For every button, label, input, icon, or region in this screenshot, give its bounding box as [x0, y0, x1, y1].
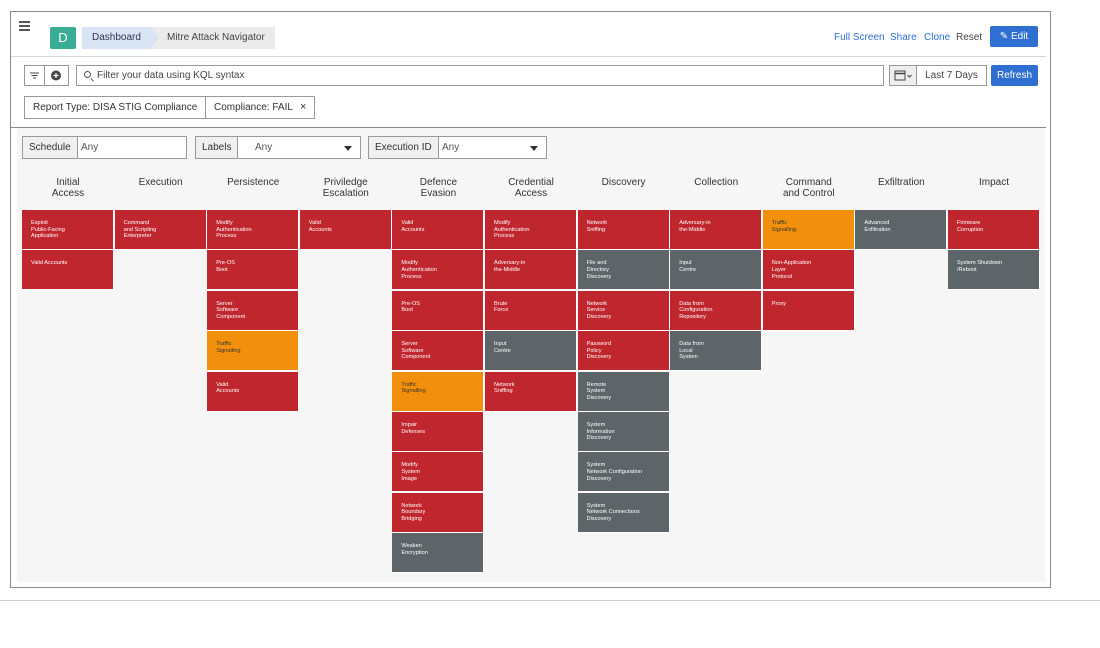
technique-cell-traffic-signalling[interactable]: Traffic Signalling — [392, 371, 485, 412]
technique-cell-weaken-encryption[interactable]: Weaken Encryption — [392, 533, 485, 574]
tactic-header-impact: Impact — [978, 177, 1009, 188]
technique-cell-traffic-signalling[interactable]: Traffic Signalling — [762, 210, 855, 250]
tactic-header-initial-access: Initial Access — [51, 177, 85, 199]
search-icon — [84, 71, 91, 78]
chip-label: Compliance: FAIL — [214, 102, 293, 113]
technique-cell-valid-accounts[interactable]: Valid Accounts — [22, 250, 114, 291]
tactic-header-command-and-control: Command and Control — [782, 177, 835, 199]
technique-cell-modify-authentication-process[interactable]: Modify Authentication Process — [392, 250, 485, 291]
full-screen-link[interactable]: Full Screen — [834, 32, 885, 43]
space-logo[interactable]: D — [50, 27, 76, 49]
technique-cell-valid-accounts[interactable]: Valid Accounts — [299, 210, 392, 250]
chevron-down-icon — [344, 146, 352, 151]
select-label: Execution ID — [369, 137, 439, 158]
technique-cell-server-software-component[interactable]: Server Software Component — [207, 290, 300, 331]
select-value: Any — [255, 142, 273, 153]
technique-cell-network-service-discovery[interactable]: Network Service Discovery — [577, 290, 670, 331]
tactic-header-priviledge-escalation: Priviledge Escalation — [322, 177, 369, 199]
breadcrumb-current: Mitre Attack Navigator — [148, 27, 275, 49]
technique-cell-data-from-configuration-repository[interactable]: Data from Configuration Repository — [670, 290, 763, 331]
technique-cell-modify-system-image[interactable]: Modify System Image — [392, 452, 485, 493]
plus-circle-icon — [51, 70, 61, 81]
technique-cell-adversary-in-the-middle[interactable]: Adversary-in the-Middle — [485, 250, 577, 291]
tactic-header-execution: Execution — [138, 177, 183, 188]
technique-cell-exploit-public-facing-application[interactable]: Exploit Public-Facing Application — [22, 210, 114, 250]
technique-cell-pre-os-boot[interactable]: Pre-OS Boot — [392, 290, 485, 331]
technique-cell-proxy[interactable]: Proxy — [762, 290, 855, 331]
technique-cell-firmware-corruption[interactable]: Firmware Corruption — [948, 210, 1040, 250]
share-link[interactable]: Share — [890, 32, 917, 43]
technique-cell-system-network-connections-discovery[interactable]: System Network Connections Discovery — [577, 492, 670, 533]
chip-label: Report Type: DISA STIG Compliance — [33, 102, 198, 113]
kql-search-input[interactable]: Filter your data using KQL syntax — [76, 65, 884, 86]
technique-cell-system-information-discovery[interactable]: System Information Discovery — [577, 412, 670, 452]
technique-cell-data-from-local-system[interactable]: Data from Local System — [670, 331, 763, 372]
edit-button[interactable]: ✎ Edit — [990, 26, 1038, 47]
technique-cell-file-and-directory-discovery[interactable]: File and Directory Discovery — [577, 250, 670, 291]
technique-cell-valid-accounts[interactable]: Valid Accounts — [207, 371, 300, 412]
technique-cell-input-centre[interactable]: Input Centre — [670, 250, 763, 291]
technique-cell-valid-accounts[interactable]: Valid Accounts — [392, 210, 485, 250]
technique-cell-password-policy-discovery[interactable]: Password Policy Discovery — [577, 331, 670, 372]
edit-label: Edit — [1010, 31, 1029, 42]
close-icon[interactable]: × — [299, 101, 307, 113]
select-label: Schedule — [23, 137, 78, 158]
filter-chip-compliance[interactable]: Compliance: FAIL × — [205, 96, 316, 119]
technique-cell-remote-system-discovery[interactable]: Remote System Discovery — [577, 371, 670, 412]
technique-cell-input-centre[interactable]: Input Centre — [485, 331, 577, 372]
menu-icon[interactable] — [19, 21, 30, 31]
tactic-header-collection: Collection — [694, 177, 739, 188]
technique-cell-server-software-component[interactable]: Server Software Component — [392, 331, 485, 372]
technique-cell-system-network-configuration-discovery[interactable]: System Network Configuration Discovery — [577, 452, 670, 493]
technique-cell-system-shutdown-reboot[interactable]: System Shutdown /Reboot — [948, 250, 1040, 291]
panel-divider — [11, 127, 1046, 128]
tactic-header-exfiltration: Exfiltration — [878, 177, 925, 188]
breadcrumb-dashboard[interactable]: Dashboard — [82, 27, 159, 49]
select-label: Labels — [196, 137, 239, 158]
technique-cell-network-sniffing[interactable]: Network Sniffing — [485, 371, 577, 412]
technique-cell-command-and-scripting-enterpreter[interactable]: Command and Scripting Enterpreter — [114, 210, 207, 250]
filter-icon — [30, 72, 39, 79]
calendar-icon — [894, 70, 912, 81]
tactic-header-credential-access: Credential Access — [508, 177, 554, 199]
select-value: Any — [442, 142, 460, 153]
technique-cell-modify-authentication-process[interactable]: Modify Authentication Process — [207, 210, 300, 250]
clone-link[interactable]: Clone — [924, 32, 951, 43]
technique-cell-impair-defenses[interactable]: Impair Defenses — [392, 412, 485, 452]
labels-select[interactable]: Labels Any — [195, 136, 361, 159]
tactic-header-persistence: Persistence — [227, 177, 280, 188]
technique-cell-network-boundary-bridging[interactable]: Network Boundary Bridging — [392, 492, 485, 533]
refresh-button[interactable]: Refresh — [991, 65, 1038, 86]
technique-cell-adversary-in-the-middle[interactable]: Adversary-in the-Middle — [670, 210, 763, 250]
technique-cell-brute-force[interactable]: Brute Force — [485, 290, 577, 331]
technique-cell-network-sniffing[interactable]: Network Sniffing — [577, 210, 670, 250]
tactic-header-defence-evasion: Defence Evasion — [419, 177, 458, 199]
date-picker-button[interactable] — [889, 65, 917, 86]
time-range-value[interactable]: Last 7 Days — [917, 65, 987, 86]
chevron-down-icon — [530, 146, 538, 151]
technique-cell-advanced-exfiltration[interactable]: Advanced Exfiltration — [855, 210, 948, 250]
execution-id-select[interactable]: Execution ID Any — [368, 136, 547, 159]
search-placeholder: Filter your data using KQL syntax — [97, 70, 245, 81]
tactic-header-discovery: Discovery — [601, 177, 646, 188]
filter-chip-report-type[interactable]: Report Type: DISA STIG Compliance× — [24, 96, 220, 119]
reset-link[interactable]: Reset — [956, 32, 983, 43]
page-divider — [0, 600, 1100, 601]
add-filter-button[interactable] — [45, 65, 69, 86]
select-value: Any — [81, 142, 99, 153]
technique-cell-traffic-signalling[interactable]: Traffic Signalling — [207, 331, 300, 372]
filter-options-button[interactable] — [24, 65, 45, 86]
technique-cell-non-application-layer-protocol[interactable]: Non-Application Layer Protocol — [762, 250, 855, 291]
technique-cell-modify-authentication-process[interactable]: Modify Authentication Process — [485, 210, 577, 250]
schedule-select[interactable]: Schedule Any — [22, 136, 187, 159]
header-divider — [11, 56, 1046, 57]
pencil-icon: ✎ — [999, 31, 1009, 42]
technique-cell-pre-os-boot[interactable]: Pre-OS Boot — [207, 250, 300, 291]
